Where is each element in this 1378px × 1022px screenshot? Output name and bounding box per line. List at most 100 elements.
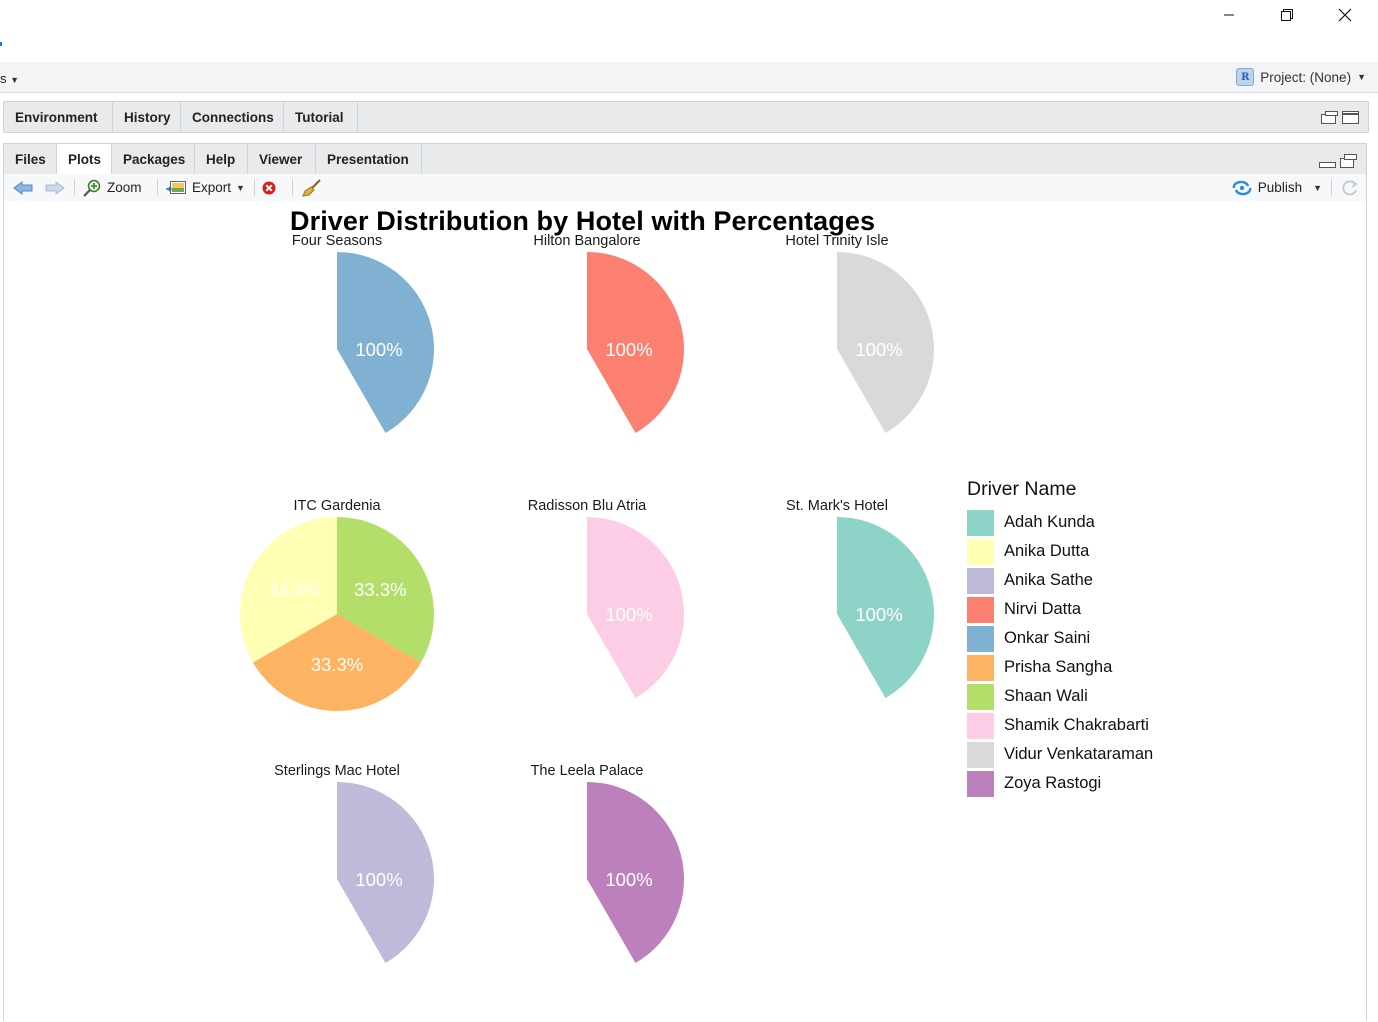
window-titlebar bbox=[0, 0, 1378, 62]
tab-history[interactable]: History bbox=[113, 102, 181, 132]
toolbar-menu-fragment-label: s bbox=[0, 71, 7, 86]
zoom-label: Zoom bbox=[107, 180, 142, 195]
tab-label: Files bbox=[15, 151, 46, 167]
legend-key bbox=[967, 683, 994, 710]
slice-label: 100% bbox=[855, 339, 902, 360]
legend-key bbox=[967, 509, 994, 536]
pane-restore-controls[interactable] bbox=[1320, 109, 1360, 125]
facet-strip-label: St. Mark's Hotel bbox=[786, 498, 888, 514]
legend-item: Anika Dutta bbox=[967, 537, 1153, 566]
close-window-button[interactable] bbox=[1316, 0, 1374, 30]
publish-menu[interactable]: Publish ▼ bbox=[1231, 177, 1322, 198]
facet-strip-label: Sterlings Mac Hotel bbox=[274, 763, 400, 779]
pie-slice bbox=[252, 614, 422, 711]
slice-label: 100% bbox=[605, 604, 652, 625]
tab-help[interactable]: Help bbox=[195, 144, 248, 174]
facet-strip-label: Four Seasons bbox=[292, 233, 382, 249]
facet-strip-label: Radisson Blu Atria bbox=[528, 498, 647, 514]
legend-label: Nirvi Datta bbox=[1004, 600, 1082, 618]
pie-slice bbox=[587, 517, 684, 699]
legend-items: Adah Kunda Anika Dutta Anika Sathe Nirvi Da… bbox=[967, 508, 1153, 798]
back-button[interactable] bbox=[12, 177, 34, 198]
legend-item: Zoya Rastogi bbox=[967, 769, 1153, 798]
pie-slice bbox=[239, 517, 337, 663]
pane-minmax-controls[interactable] bbox=[1318, 153, 1358, 169]
slice-label: 100% bbox=[355, 339, 402, 360]
legend-key bbox=[967, 567, 994, 594]
remove-plot-button[interactable] bbox=[261, 177, 277, 198]
refresh-button[interactable] bbox=[1340, 177, 1360, 198]
legend-item: Shamik Chakrabarti bbox=[967, 711, 1153, 740]
legend-key bbox=[967, 625, 994, 652]
legend-item: Nirvi Datta bbox=[967, 595, 1153, 624]
minimize-button[interactable] bbox=[1200, 0, 1258, 30]
legend-key bbox=[967, 654, 994, 681]
legend-item: Prisha Sangha bbox=[967, 653, 1153, 682]
legend-label: Anika Dutta bbox=[1004, 542, 1090, 560]
clear-all-plots-button[interactable] bbox=[301, 177, 323, 198]
legend-key bbox=[967, 596, 994, 623]
legend-label: Adah Kunda bbox=[1004, 513, 1095, 531]
tab-packages[interactable]: Packages bbox=[112, 144, 195, 174]
pie-slice bbox=[587, 252, 684, 434]
legend-key bbox=[967, 741, 994, 768]
slice-label: 33.3% bbox=[311, 654, 363, 675]
pane-restore-icon bbox=[1321, 111, 1359, 124]
tab-label: History bbox=[124, 109, 171, 125]
pie-slice bbox=[587, 782, 684, 964]
facet-strip-label: Hilton Bangalore bbox=[533, 233, 640, 249]
restore-icon bbox=[1281, 9, 1293, 21]
tab-environment[interactable]: Environment bbox=[4, 102, 113, 132]
pie-slice bbox=[337, 517, 434, 663]
legend-label: Prisha Sangha bbox=[1004, 658, 1113, 676]
tab-label: Presentation bbox=[327, 151, 409, 167]
legend-key bbox=[967, 538, 994, 565]
legend-label: Vidur Venkataraman bbox=[1004, 745, 1154, 763]
tab-label: Environment bbox=[15, 109, 98, 125]
chevron-down-icon: ▼ bbox=[1357, 72, 1366, 82]
arrow-right-icon bbox=[45, 180, 65, 195]
tab-label: Packages bbox=[123, 151, 186, 167]
chevron-down-icon: ▼ bbox=[1313, 182, 1322, 193]
files-pane: Files Plots Packages Help Viewer Present… bbox=[3, 143, 1367, 1022]
toolbar-separator bbox=[254, 179, 255, 196]
slice-label: 100% bbox=[355, 869, 402, 890]
legend-title: Driver Name bbox=[967, 478, 1077, 500]
window-edge-marker bbox=[0, 42, 2, 46]
zoom-button[interactable]: Zoom bbox=[82, 177, 142, 198]
legend-item: Anika Sathe bbox=[967, 566, 1153, 595]
facet-strip-label: Hotel Trinity Isle bbox=[785, 233, 888, 249]
slice-label: 100% bbox=[605, 869, 652, 890]
slice-label: 100% bbox=[855, 604, 902, 625]
tab-tutorial[interactable]: Tutorial bbox=[284, 102, 358, 132]
tab-viewer[interactable]: Viewer bbox=[248, 144, 316, 174]
plot-viewer: Four Seasons 100% Hilton Bangalore 100% Hote… bbox=[4, 201, 1366, 1022]
facet-strip-label: The Leela Palace bbox=[531, 763, 644, 779]
remove-circle-icon bbox=[262, 181, 276, 194]
toolbar-menu-fragment[interactable]: s ▼ bbox=[0, 71, 19, 86]
legend-label: Shamik Chakrabarti bbox=[1004, 716, 1149, 734]
tab-connections[interactable]: Connections bbox=[181, 102, 284, 132]
legend-item: Onkar Saini bbox=[967, 624, 1153, 653]
restore-button[interactable] bbox=[1258, 0, 1316, 30]
pie-slice bbox=[337, 782, 434, 964]
tab-presentation[interactable]: Presentation bbox=[316, 144, 422, 174]
tab-files[interactable]: Files bbox=[4, 144, 57, 174]
toolbar-separator bbox=[292, 179, 293, 196]
legend-label: Onkar Saini bbox=[1004, 629, 1091, 647]
project-label: Project: (None) bbox=[1260, 69, 1352, 85]
tab-label: Viewer bbox=[259, 151, 303, 167]
tab-label: Tutorial bbox=[295, 109, 344, 125]
legend-label: Shaan Wali bbox=[1004, 687, 1088, 705]
plots-toolbar: Zoom Export ▼ Publish ▼ bbox=[4, 174, 1366, 202]
legend-key bbox=[967, 712, 994, 739]
chevron-down-icon: ▼ bbox=[10, 75, 20, 85]
pie-slice bbox=[837, 252, 934, 434]
slice-label: 100% bbox=[605, 339, 652, 360]
tab-plots[interactable]: Plots bbox=[57, 144, 112, 175]
forward-button[interactable] bbox=[44, 177, 66, 198]
export-menu[interactable]: Export ▼ bbox=[165, 177, 245, 198]
tab-label: Plots bbox=[68, 152, 102, 167]
project-menu[interactable]: R Project: (None) ▼ bbox=[1236, 68, 1366, 86]
legend-item: Vidur Venkataraman bbox=[967, 740, 1153, 769]
